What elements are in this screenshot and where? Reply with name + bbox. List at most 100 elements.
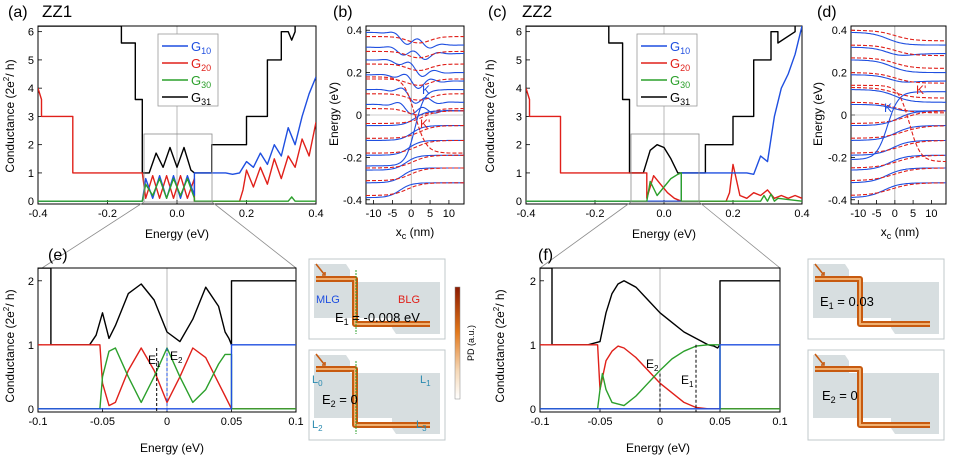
zoom-box-a [143,133,213,203]
panel-e-label: (e) [48,247,68,264]
panel-e-e2-label: E2 [170,349,183,365]
device-f1: E1 = 0.03 [807,258,945,340]
device-e2-pd-core [316,368,430,426]
device-mlg-label: MLG [316,294,340,306]
panel-d-xlabel: xc (nm) [881,225,920,241]
panel-b-label: (b) [333,4,353,21]
plot-f-xtick-label-0: -0.1 [531,416,550,428]
panel-f-e1-label: E1 [681,373,694,389]
plot-d-ytick-label-2: 0 [841,110,847,122]
legend-a: G10 G20 G30 G31 [157,33,219,107]
lead-l2-label: L2 [312,419,323,433]
device-insets-f: E1 = 0.03 E2 = 0 [807,258,945,441]
plot-c-ytick-label-6: 6 [516,27,522,39]
plot-e-xtick-label-0: -0.1 [29,416,48,428]
plot-d-band-v-22 [851,110,946,127]
plot-f-ytick-label-1: 1 [530,340,536,352]
device-e2-body [314,355,440,434]
panel-a-ylabel: Conductance (2e2/ h) [2,59,17,172]
plot-d-xtick-label-3: 5 [910,208,916,220]
plot-b-xtick-label-4: 10 [443,208,455,220]
panel-c-label: (c) [488,4,507,21]
lead-l3-label: L3 [416,419,427,433]
plot-d-ytick-label-3: 0.2 [832,68,847,80]
plot-d-band-c-12 [851,74,946,83]
device-e1-arrow-icon [315,263,325,275]
plot-e-xtick-label-1: -0.05 [90,416,115,428]
plot-d-ytick-label-1: -0.2 [828,152,847,164]
zoom-line-a-right [211,201,297,269]
plot-e-ytick-label-2: 2 [28,276,34,288]
plot-b-band-c-8 [366,59,464,77]
panel-a-xlabel: Energy (eV) [145,227,209,241]
plot-b-ytick-label-0: -0.4 [343,195,362,207]
device-f2-body [813,355,939,434]
panel-b-xlabel: xc (nm) [396,225,435,241]
panel-e-xlabel: Energy (eV) [140,441,204,455]
plot-a-series-g31 [38,26,296,174]
plot-b-ytick-label-2: 0 [356,110,362,122]
device-e1-pd-core [316,278,430,325]
plot-a-ytick-label-1: 1 [28,168,34,180]
plot-b-band-v-6 [366,167,464,184]
device-f2-arrow-icon [814,353,824,365]
legend-c-g31: G31 [670,90,690,107]
panel-d: (d) -10 -5 0 5 10-0.4-0.200.20.4 Energy (eV)… [811,4,947,241]
zoom-line-c-right [698,201,781,269]
plot-a-xtick-label-0: -0.4 [29,208,48,220]
device-e2-arrow-icon [315,353,325,365]
plot-d-xtick-label-0: -10 [850,208,866,220]
plot-b-band-v-18 [366,125,464,141]
device-e1-arrowhead-icon [322,272,326,276]
plot-a-series-g10 [38,76,316,202]
plot-b-ytick-label-1: -0.2 [343,152,362,164]
lead-l1-label: L1 [420,374,431,388]
device-blg-label: BLG [398,294,420,306]
device-f2-energy: E2 = 0 [822,388,858,405]
plot-b-band-c-13 [366,78,464,86]
plot-d-band-c-20 [851,103,946,112]
plot-e-series-g10 [38,344,296,410]
plot-b-xtick-label-0: -10 [366,208,382,220]
legend-c-g20: G20 [670,56,690,73]
plot-b-band-v-11 [366,154,464,169]
plot-b-band-v-15 [366,139,464,154]
plot-b-band-v-23 [366,110,464,125]
panel-d-ylabel: Energy (eV) [811,82,825,146]
panel-c-title: ZZ2 [522,2,552,21]
plot-e-ytick-label-0: 0 [28,404,34,416]
device-insets-e: MLG BLG E1 = -0.008 eV L0 L1 L2 L3 E2 = … [308,258,476,441]
plot-d-xtick-label-1: -5 [872,208,882,220]
plot-c-xtick-label-0: -0.4 [517,208,536,220]
plot-d-ytick-label-0: -0.4 [828,195,847,207]
plot-f-series-g30 [540,344,780,410]
plot-b-ytick-label-4: 0.4 [347,25,362,37]
plot-e-series-g31 [38,268,296,346]
plot-b-xtick-label-1: -5 [387,208,397,220]
plot-f-series-g10 [540,344,780,410]
device-e1: MLG BLG E1 = -0.008 eV [308,258,446,340]
plot-f-xtick-label-2: 0 [657,416,663,428]
device-f1-arrow-icon [814,263,824,275]
plot-a-ytick-label-3: 3 [28,111,34,123]
legend-a-g30: G30 [191,73,211,90]
plot-f-ytick-label-0: 0 [530,404,536,416]
panel-a-label: (a) [8,4,28,21]
plot-a-xtick-label-3: 0.2 [239,208,254,220]
plot-d-band-k-24 [851,91,946,160]
device-f1-energy: E1 = 0.03 [820,294,874,311]
zoom-line-a-left [41,201,145,269]
plot-a-ytick-label-6: 6 [28,27,34,39]
plot-a-ytick-label-0: 0 [28,196,34,208]
plot-b-band-c-12 [366,73,464,89]
plot-b-band-c-21 [366,108,464,116]
plot-d-band-c-1 [851,29,946,42]
plot-b-ytick-label-3: 0.2 [347,68,362,80]
plot-c-series-g30 [526,172,802,202]
panel-d-label: (d) [817,4,837,21]
plot-f-xtick-label-1: -0.05 [587,416,612,428]
zoom-line-c-left [539,201,632,269]
plot-a-ytick-label-2: 2 [28,140,34,152]
plot-c-xtick-label-3: 0.2 [725,208,740,220]
